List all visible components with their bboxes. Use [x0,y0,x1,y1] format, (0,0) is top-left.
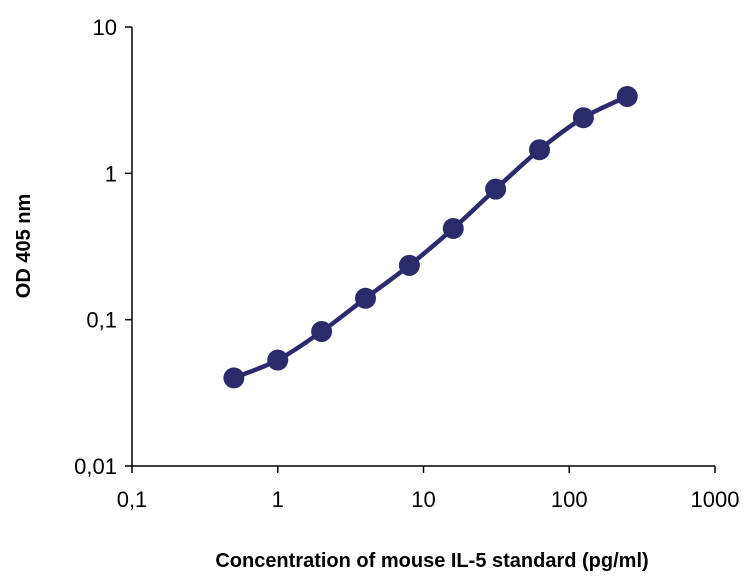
data-point [223,367,245,389]
x-tick-label: 0,1 [117,487,148,512]
data-point [311,321,333,343]
x-tick-label: 1000 [691,487,740,512]
x-tick-label: 100 [551,487,588,512]
x-ticks: 0,1 1 10 100 1000 [117,466,740,512]
data-point [442,217,464,239]
y-axis-title: OD 405 nm [13,194,35,298]
y-ticks: 0,01 0,1 1 10 [74,15,132,479]
data-point [355,287,377,309]
data-point [398,254,420,276]
y-tick-label: 1 [105,161,117,186]
data-point [485,178,507,200]
series-line [231,94,630,381]
x-tick-label: 10 [411,487,435,512]
data-point [267,349,289,371]
data-point [616,86,638,108]
x-tick-label: 1 [272,487,284,512]
y-tick-label: 0,01 [74,454,117,479]
y-tick-label: 0,1 [86,308,117,333]
series [223,86,638,389]
x-axis-title: Concentration of mouse IL-5 standard (pg… [215,550,648,572]
y-tick-label: 10 [93,15,117,40]
data-point [572,107,594,129]
data-point [528,139,550,161]
